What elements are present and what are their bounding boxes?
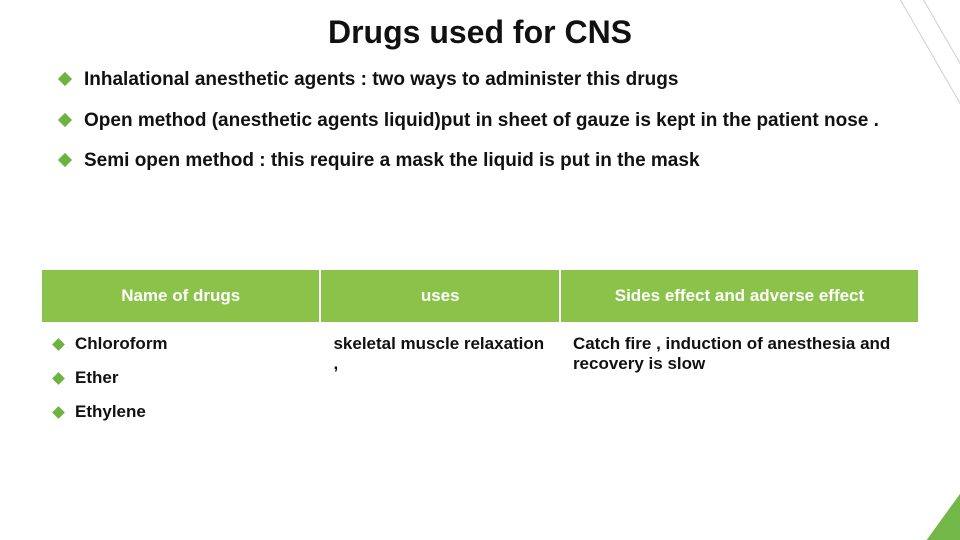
drug-list: Chloroform Ether Ethylene (54, 334, 307, 422)
drug-name: Ethylene (75, 402, 146, 422)
table-header: Sides effect and adverse effect (560, 269, 919, 323)
drugs-cell: Chloroform Ether Ethylene (41, 323, 320, 477)
bullet-icon (52, 338, 65, 351)
drug-name: Chloroform (75, 334, 168, 354)
list-item: Ethylene (54, 402, 307, 422)
bullet-text: Open method (anesthetic agents liquid)pu… (84, 109, 920, 134)
bullet-icon (58, 153, 72, 167)
list-item: Open method (anesthetic agents liquid)pu… (60, 109, 920, 134)
list-item: Chloroform (54, 334, 307, 354)
bullet-text: Inhalational anesthetic agents : two way… (84, 68, 920, 93)
slide: Drugs used for CNS Inhalational anesthet… (0, 0, 960, 540)
list-item: Semi open method : this require a mask t… (60, 149, 920, 174)
list-item: Inhalational anesthetic agents : two way… (60, 68, 920, 93)
table-header-row: Name of drugs uses Sides effect and adve… (41, 269, 919, 323)
list-item: Ether (54, 368, 307, 388)
bullet-icon (52, 406, 65, 419)
bullet-icon (58, 113, 72, 127)
page-title: Drugs used for CNS (0, 14, 960, 51)
table-header: Name of drugs (41, 269, 320, 323)
uses-cell: skeletal muscle relaxation , (320, 323, 559, 477)
table-header: uses (320, 269, 559, 323)
bullet-icon (52, 372, 65, 385)
bullet-list: Inhalational anesthetic agents : two way… (60, 68, 920, 190)
drugs-table: Name of drugs uses Sides effect and adve… (40, 268, 920, 478)
bullet-text: Semi open method : this require a mask t… (84, 149, 920, 174)
bullet-icon (58, 72, 72, 86)
table-row: Chloroform Ether Ethylene skeletal muscl… (41, 323, 919, 477)
drug-name: Ether (75, 368, 118, 388)
side-effects-cell: Catch fire , induction of anesthesia and… (560, 323, 919, 477)
